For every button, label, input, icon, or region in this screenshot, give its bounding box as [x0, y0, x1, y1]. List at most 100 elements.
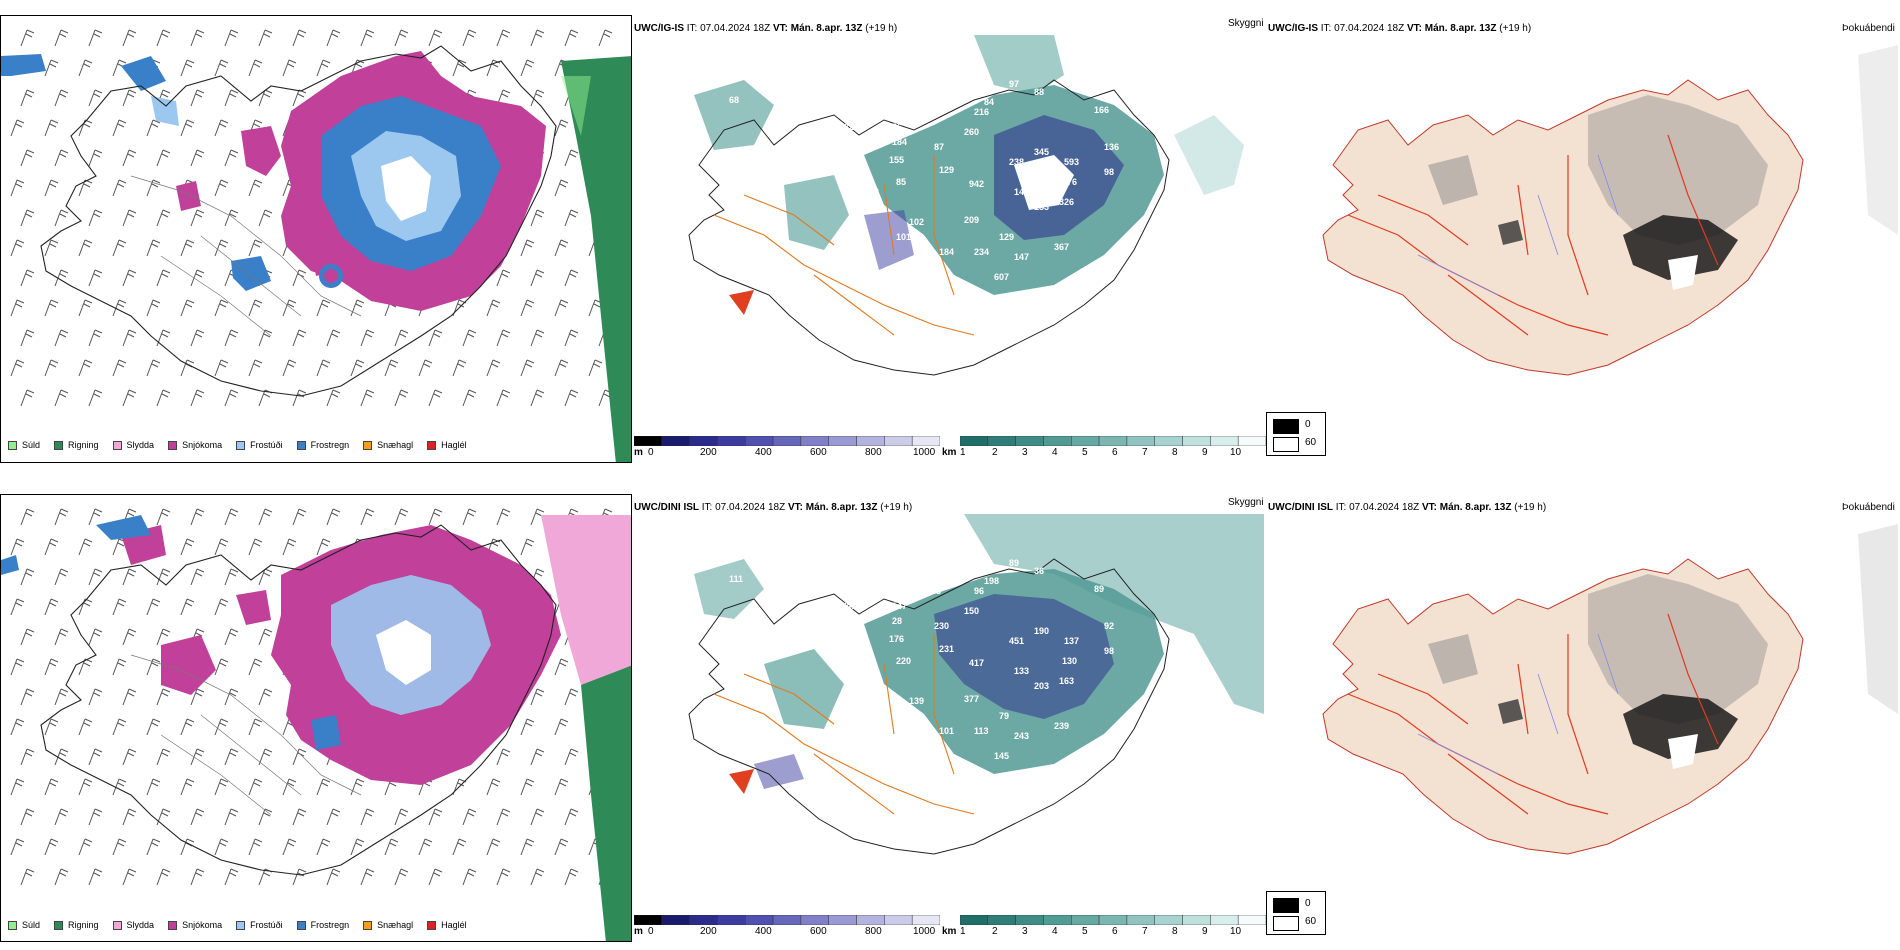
fog-legend-0 [1273, 898, 1299, 913]
wind-barb [530, 89, 545, 107]
wind-barb [258, 508, 273, 526]
colorbar-step [960, 915, 989, 925]
wind-barb [224, 628, 239, 646]
wind-barb [350, 838, 365, 856]
wind-barb [10, 179, 25, 197]
wind-barb [44, 119, 59, 137]
precip-legend: Súld Rigning Slydda Snjókoma Frostúði Fr… [8, 440, 481, 450]
legend-item-rigning: Rigning [54, 440, 99, 450]
cloudbase-ticks: 0 200 400 600 800 1000 [648, 447, 936, 458]
cloud-value-label: 220 [896, 656, 911, 666]
cloud-value-label: 144 [1014, 187, 1029, 197]
wind-barb [554, 778, 569, 796]
colorbar-step [1182, 436, 1211, 446]
wind-barb [44, 59, 59, 77]
cloud-value-label: 176 [1062, 177, 1077, 187]
cloud-value-label: 133 [1014, 666, 1029, 676]
wind-barb [214, 299, 229, 317]
wind-barb [394, 508, 409, 526]
wind-barb [190, 688, 205, 706]
cloud-map: 97 68 166 64 86 245 216 260 166 97 84 88 184 155 85 87 1… [634, 35, 1264, 425]
legend-item-frostudi: Frostúði [236, 440, 283, 450]
wind-barb [564, 389, 579, 407]
wind-barb [530, 508, 545, 526]
colorbar-step [828, 436, 857, 446]
wind-barb [156, 628, 171, 646]
wind-barb [54, 149, 69, 167]
cloud-value-label: 98 [1104, 167, 1114, 177]
fog-panel-name: Þokuábendi [1842, 23, 1895, 34]
wind-barb [88, 29, 103, 47]
cloud-value-label: 9 [874, 786, 879, 796]
wind-barb [326, 29, 341, 47]
cloud-value-label: 190 [1034, 626, 1049, 636]
wind-barb [214, 359, 229, 377]
row-2: UWC/DINI ISL IT: 07.04.2024 18Z VT: Mán.… [0, 480, 1900, 950]
wind-barb [156, 209, 171, 227]
wind-barb [224, 568, 239, 586]
cloud-value-label: 85 [896, 177, 906, 187]
wind-barb [496, 329, 511, 347]
colorbar-step [800, 915, 829, 925]
wind-barb [418, 838, 433, 856]
wind-barb [462, 329, 477, 347]
wind-barb [20, 628, 35, 646]
wind-barb [214, 538, 229, 556]
wind-barb [486, 299, 501, 317]
cloud-value-label: 97 [1009, 79, 1019, 89]
wind-barb [248, 299, 263, 317]
wind-barb [88, 808, 103, 826]
wind-barb [112, 239, 127, 257]
wind-barb [248, 778, 263, 796]
wind-barb [282, 778, 297, 796]
wind-barb [88, 209, 103, 227]
swatch [296, 440, 306, 450]
wind-barb [350, 778, 365, 796]
wind-barb [146, 778, 161, 796]
wind-barb [214, 838, 229, 856]
colorbar-step [1126, 436, 1155, 446]
cloud-value-label: 184 [892, 137, 907, 147]
wind-barb [292, 808, 307, 826]
cloud-value-label: 216 [864, 666, 879, 676]
wind-barb [54, 508, 69, 526]
wind-barb [180, 538, 195, 556]
colorbar-step [745, 436, 774, 446]
colorbar-step [717, 436, 746, 446]
cloud-value-label: 212 [749, 546, 764, 556]
wind-barb [326, 389, 341, 407]
legend-item-slydda: Slydda [112, 440, 154, 450]
wind-barb [520, 59, 535, 77]
wind-barb [122, 89, 137, 107]
cloud-value-label: 102 [909, 217, 924, 227]
wind-barb [54, 329, 69, 347]
legend-item-rigning: Rigning [54, 920, 99, 930]
wind-barb [190, 868, 205, 886]
wind-barb [564, 29, 579, 47]
wind-barb [214, 59, 229, 77]
wind-barb [180, 239, 195, 257]
wind-barb [520, 778, 535, 796]
wind-barb [122, 29, 137, 47]
visibility-unit: km [942, 926, 957, 937]
cloud-value-label: 92 [1104, 621, 1114, 631]
wind-barb [292, 29, 307, 47]
wind-barb [20, 29, 35, 47]
cloud-value-label: 155 [889, 155, 904, 165]
legend-item-sudl: Súld [8, 440, 40, 450]
cloud-value-label: 417 [969, 658, 984, 668]
wind-barb [54, 29, 69, 47]
colorbar-step [1126, 915, 1155, 925]
cloudbase-colorbar-svg [634, 915, 940, 925]
cloud-value-label: 113 [974, 726, 989, 736]
colorbar-step [745, 915, 774, 925]
wind-barb [496, 389, 511, 407]
cloud-value-label: 239 [1054, 721, 1069, 731]
swatch [168, 440, 178, 450]
colorbar-step [1071, 436, 1100, 446]
wind-barb [214, 179, 229, 197]
wind-barb [190, 808, 205, 826]
wind-barb [54, 628, 69, 646]
wind-barb [156, 688, 171, 706]
cloud-value-label: 234 [974, 247, 989, 257]
